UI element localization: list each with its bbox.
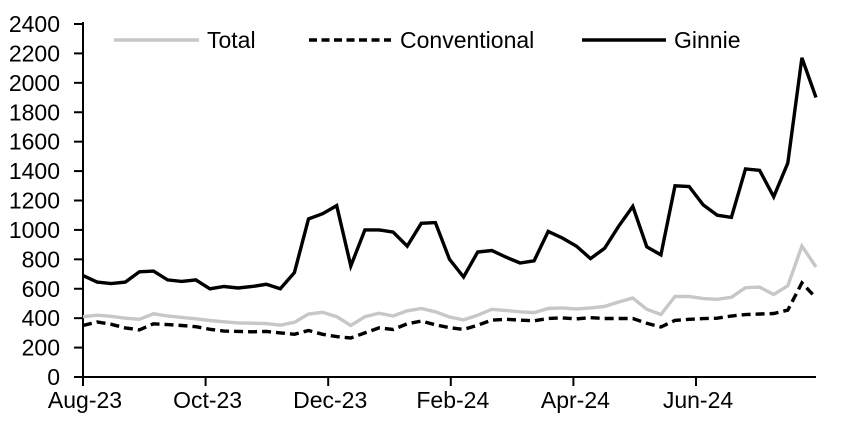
y-tick-label: 2200	[9, 40, 60, 66]
y-tick-label: 1000	[9, 217, 60, 243]
y-tick-label: 600	[22, 276, 60, 302]
legend: Total Conventional Ginnie	[114, 27, 740, 53]
y-tick-label: 1400	[9, 158, 60, 184]
x-tick-label: Feb-24	[416, 387, 489, 413]
y-tick-label: 1800	[9, 99, 60, 125]
legend-label-ginnie: Ginnie	[674, 27, 740, 53]
y-tick-label: 800	[22, 246, 60, 272]
legend-label-total: Total	[207, 27, 256, 53]
x-tick-label: Jun-24	[663, 387, 734, 413]
x-tick-label: Aug-23	[48, 387, 122, 413]
y-tick-label: 0	[47, 364, 60, 390]
series-line-total	[82, 242, 818, 328]
y-tick-label: 200	[22, 335, 60, 361]
axes	[82, 22, 816, 378]
legend-label-conventional: Conventional	[400, 27, 534, 53]
x-axis-ticks: Aug-23 Oct-23 Dec-23 Feb-24 Apr-24 Jun-24	[48, 377, 733, 413]
y-tick-label: 1600	[9, 129, 60, 155]
series-line-ginnie	[82, 57, 818, 291]
y-axis-ticks: 0 200 400 600 800 1000 1200 1400 1600 1800 2000 220…	[9, 11, 83, 390]
x-tick-label: Oct-23	[173, 387, 242, 413]
series-line-conventional	[82, 279, 818, 340]
y-tick-label: 400	[22, 305, 60, 331]
x-tick-label: Apr-24	[541, 387, 610, 413]
x-tick-label: Dec-23	[293, 387, 367, 413]
y-tick-label: 2000	[9, 70, 60, 96]
series-lines	[82, 57, 818, 340]
y-tick-label: 1200	[9, 188, 60, 214]
y-tick-label: 2400	[9, 11, 60, 37]
